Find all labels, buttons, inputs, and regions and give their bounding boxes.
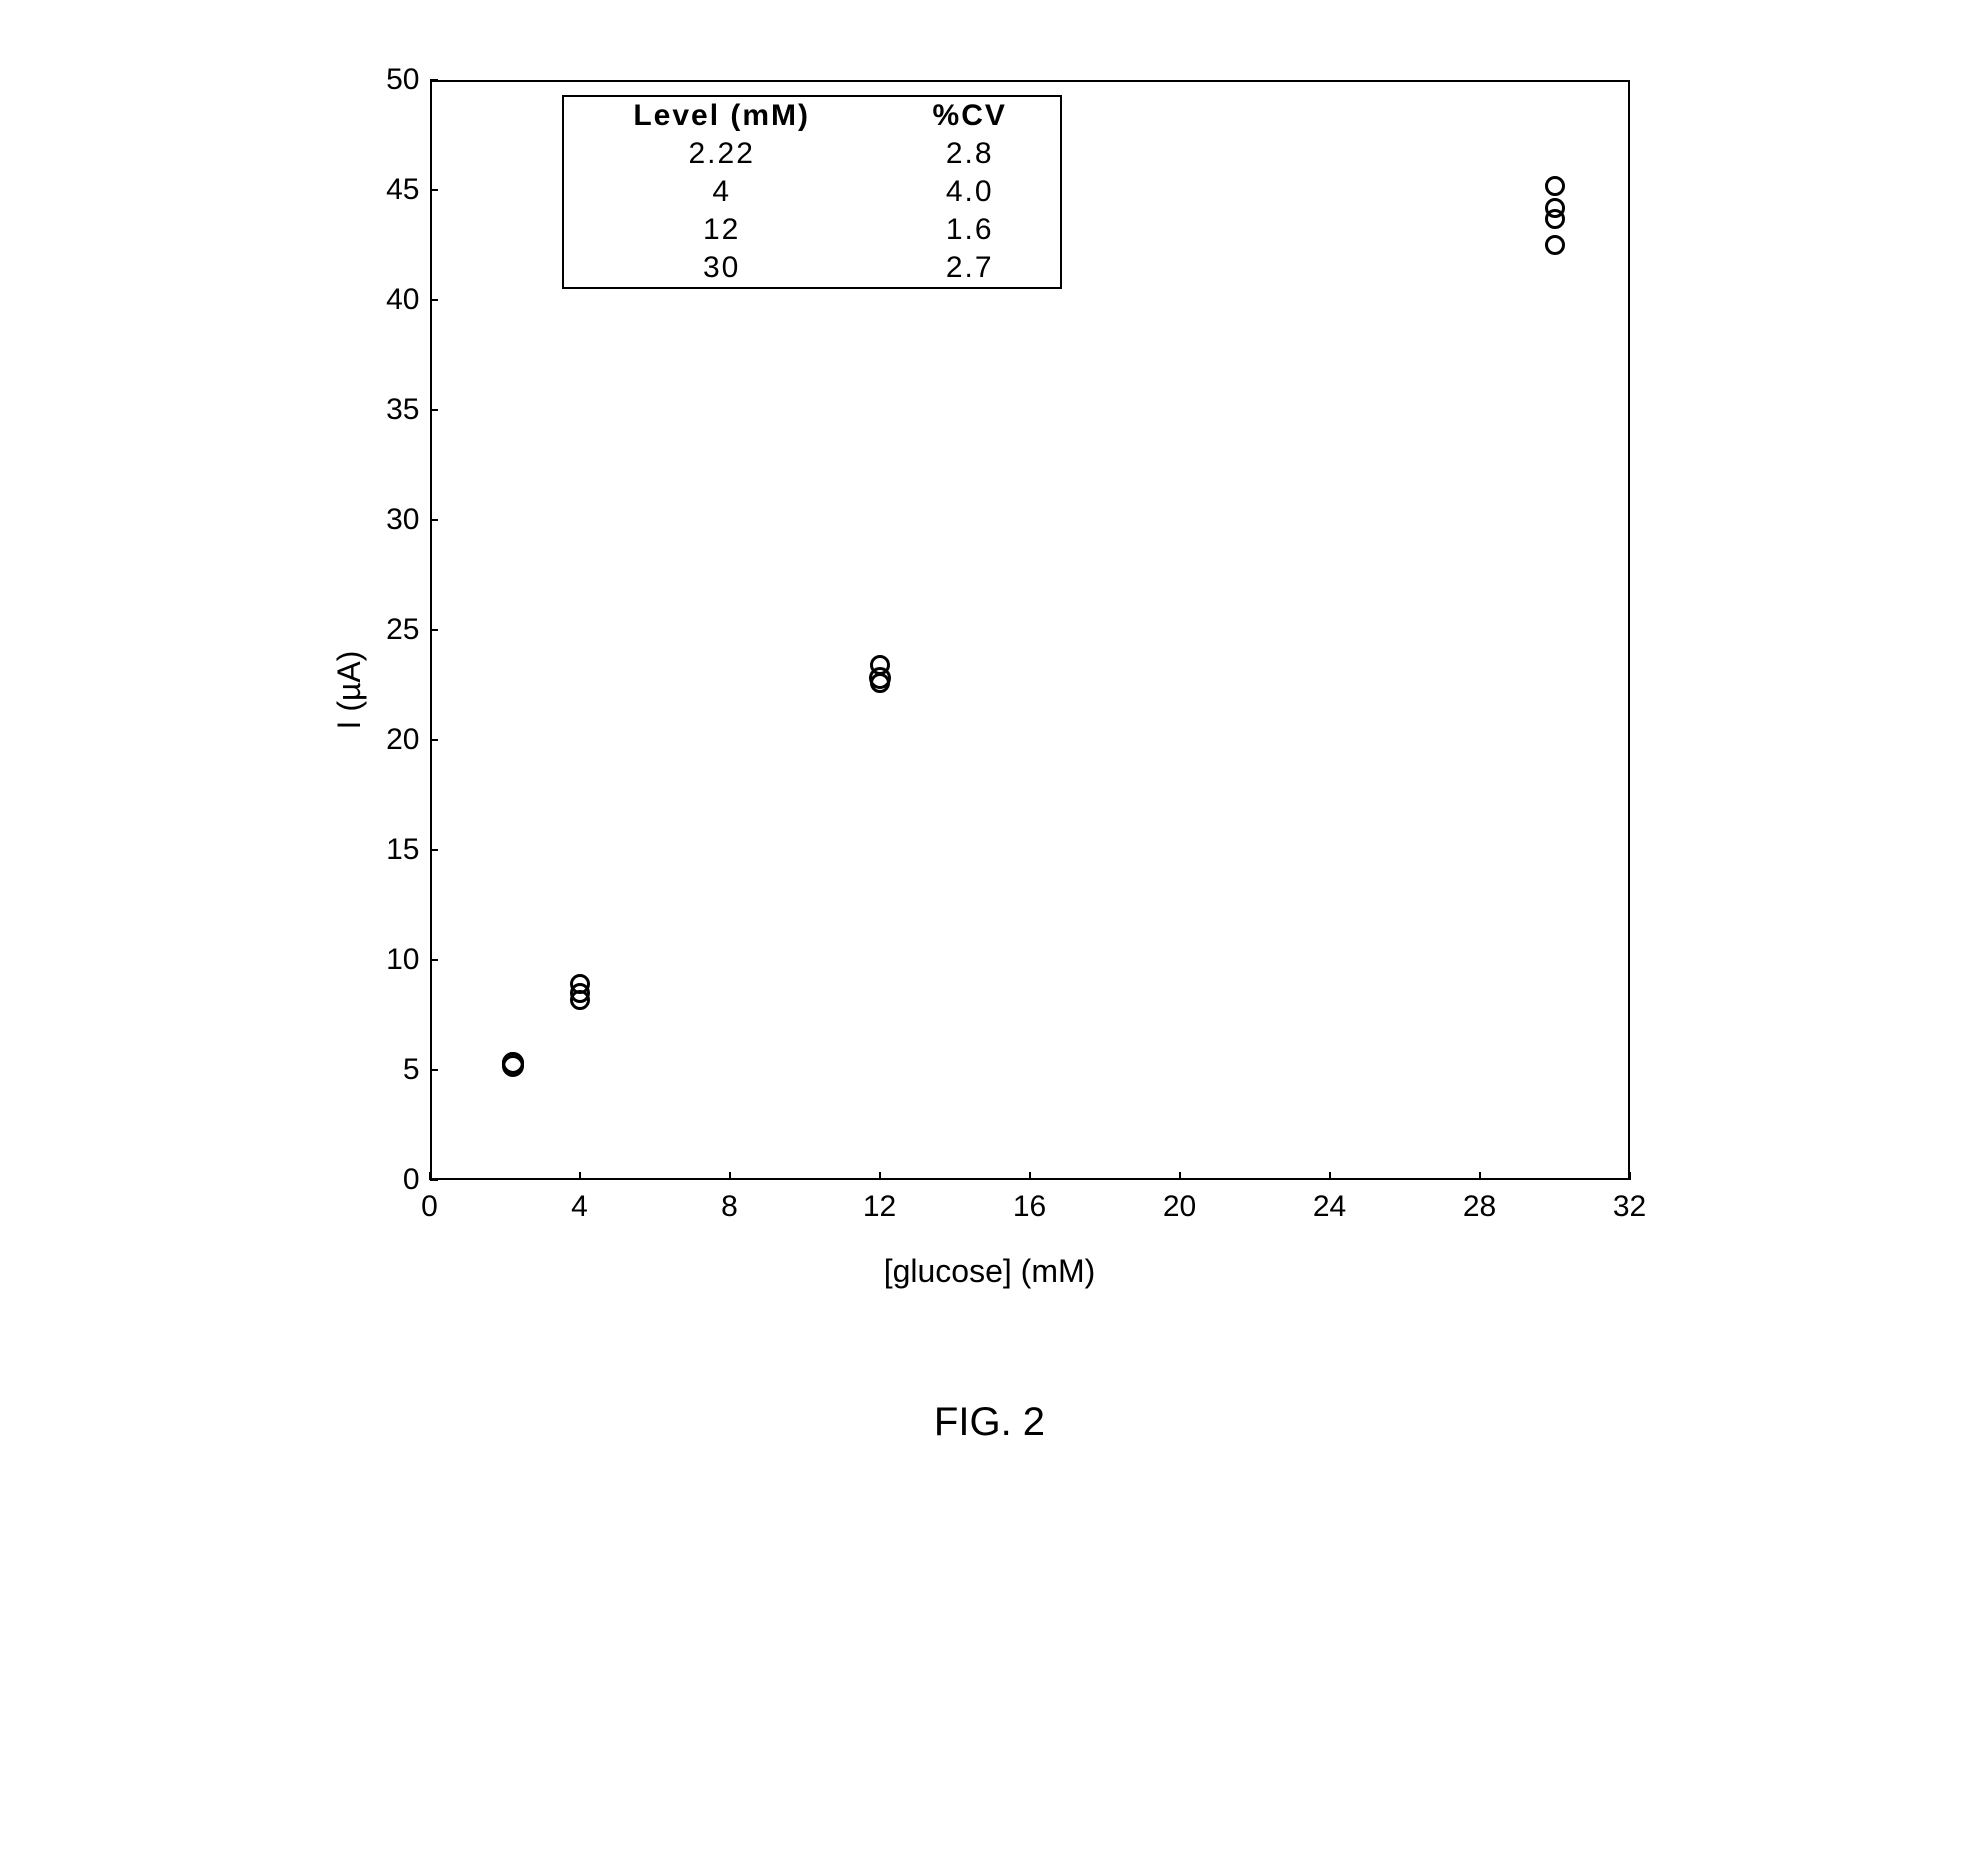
x-tick-label: 28 bbox=[1463, 1190, 1496, 1224]
y-tick-mark bbox=[430, 1069, 438, 1071]
x-tick-label: 0 bbox=[421, 1190, 438, 1224]
chart-container: I (µA) [glucose] (mM) 051015202530354045… bbox=[290, 40, 1690, 1340]
y-tick-mark bbox=[430, 409, 438, 411]
x-tick-label: 4 bbox=[571, 1190, 588, 1224]
figure-caption: FIG. 2 bbox=[934, 1400, 1045, 1445]
y-tick-label: 20 bbox=[386, 723, 419, 757]
y-tick-mark bbox=[430, 739, 438, 741]
y-tick-label: 30 bbox=[386, 503, 419, 537]
legend-header: Level (mM) bbox=[564, 97, 880, 135]
y-tick-label: 25 bbox=[386, 613, 419, 647]
y-tick-mark bbox=[430, 189, 438, 191]
data-point bbox=[570, 974, 590, 994]
legend-cell: 4.0 bbox=[880, 173, 1060, 211]
legend-box: Level (mM)%CV2.222.844.0121.6302.7 bbox=[562, 95, 1062, 289]
legend-cell: 12 bbox=[564, 211, 880, 249]
x-tick-mark bbox=[429, 1172, 431, 1180]
x-tick-label: 32 bbox=[1613, 1190, 1646, 1224]
x-tick-mark bbox=[1479, 1172, 1481, 1180]
y-tick-mark bbox=[430, 519, 438, 521]
y-tick-label: 0 bbox=[403, 1163, 420, 1197]
legend-header: %CV bbox=[880, 97, 1060, 135]
y-tick-label: 40 bbox=[386, 283, 419, 317]
y-tick-mark bbox=[430, 629, 438, 631]
legend-table: Level (mM)%CV2.222.844.0121.6302.7 bbox=[564, 97, 1060, 287]
legend-cell: 4 bbox=[564, 173, 880, 211]
data-point bbox=[1545, 176, 1565, 196]
y-tick-label: 50 bbox=[386, 63, 419, 97]
legend-row: 302.7 bbox=[564, 249, 1060, 287]
y-tick-mark bbox=[430, 959, 438, 961]
y-axis-label: I (µA) bbox=[330, 651, 367, 730]
y-tick-mark bbox=[430, 79, 438, 81]
x-tick-label: 20 bbox=[1163, 1190, 1196, 1224]
legend-cell: 1.6 bbox=[880, 211, 1060, 249]
y-tick-label: 5 bbox=[403, 1053, 420, 1087]
legend-cell: 2.7 bbox=[880, 249, 1060, 287]
y-tick-mark bbox=[430, 299, 438, 301]
x-tick-mark bbox=[579, 1172, 581, 1180]
x-tick-label: 24 bbox=[1313, 1190, 1346, 1224]
y-tick-label: 45 bbox=[386, 173, 419, 207]
x-tick-mark bbox=[1179, 1172, 1181, 1180]
x-tick-mark bbox=[729, 1172, 731, 1180]
y-tick-label: 35 bbox=[386, 393, 419, 427]
x-tick-label: 8 bbox=[721, 1190, 738, 1224]
data-point bbox=[502, 1052, 524, 1074]
y-tick-label: 15 bbox=[386, 833, 419, 867]
x-tick-mark bbox=[1329, 1172, 1331, 1180]
data-point bbox=[1545, 198, 1565, 218]
x-tick-label: 16 bbox=[1013, 1190, 1046, 1224]
legend-cell: 2.22 bbox=[564, 135, 880, 173]
x-tick-mark bbox=[1629, 1172, 1631, 1180]
legend-cell: 30 bbox=[564, 249, 880, 287]
x-tick-mark bbox=[879, 1172, 881, 1180]
y-tick-mark bbox=[430, 1179, 438, 1181]
x-axis-label: [glucose] (mM) bbox=[884, 1253, 1096, 1290]
data-point bbox=[870, 655, 890, 675]
legend-row: 44.0 bbox=[564, 173, 1060, 211]
x-tick-label: 12 bbox=[863, 1190, 896, 1224]
legend-cell: 2.8 bbox=[880, 135, 1060, 173]
y-tick-label: 10 bbox=[386, 943, 419, 977]
x-tick-mark bbox=[1029, 1172, 1031, 1180]
legend-row: 121.6 bbox=[564, 211, 1060, 249]
data-point bbox=[1545, 235, 1565, 255]
y-tick-mark bbox=[430, 849, 438, 851]
legend-row: 2.222.8 bbox=[564, 135, 1060, 173]
